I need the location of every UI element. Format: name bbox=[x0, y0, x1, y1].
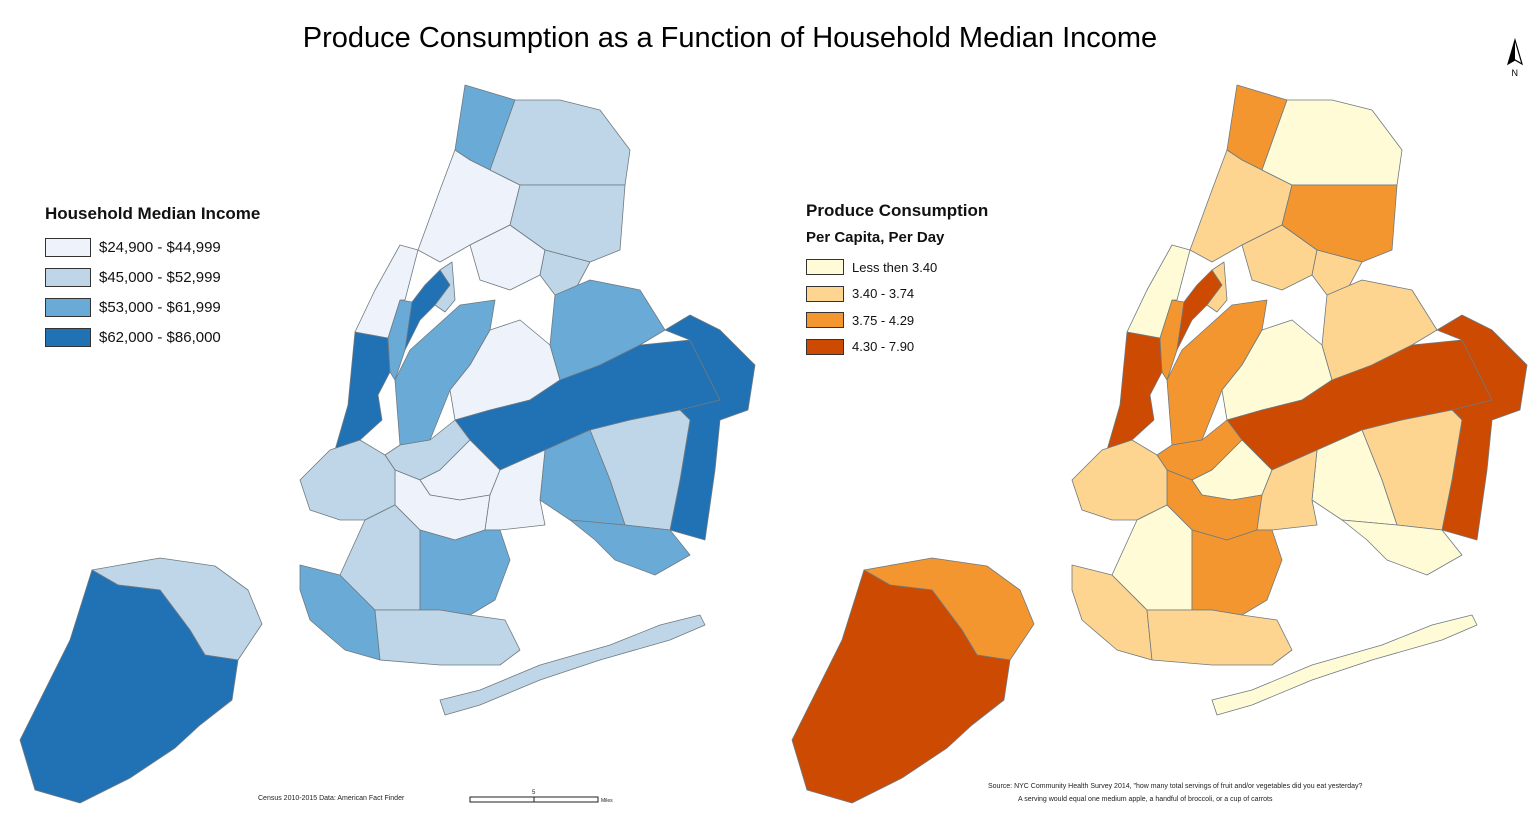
income-legend-label: $45,000 - $52,999 bbox=[99, 268, 221, 286]
district-bx-ne bbox=[1261, 99, 1403, 186]
district-bk-sc bbox=[374, 609, 521, 666]
district-bx-ne bbox=[489, 99, 631, 186]
produce-legend-label: 3.40 - 3.74 bbox=[852, 286, 915, 302]
produce-swatch-1 bbox=[806, 259, 844, 276]
produce-legend-item: Less then 3.40 bbox=[806, 254, 988, 281]
produce-legend-label: 4.30 - 7.90 bbox=[852, 339, 915, 355]
north-arrow-icon: N bbox=[1507, 38, 1523, 78]
income-legend-label: $53,000 - $61,999 bbox=[99, 298, 221, 316]
produce-legend: Produce Consumption Per Capita, Per Day … bbox=[806, 201, 988, 360]
north-label: N bbox=[1512, 68, 1519, 78]
district-rock bbox=[1211, 614, 1478, 716]
produce-swatch-3 bbox=[806, 312, 844, 329]
district-bk-w bbox=[299, 439, 396, 521]
left-source-note: Census 2010-2015 Data: American Fact Fin… bbox=[258, 795, 405, 802]
district-bk-se bbox=[1191, 529, 1283, 616]
income-legend-item: $62,000 - $86,000 bbox=[45, 322, 260, 352]
district-manh-nn bbox=[354, 244, 419, 339]
district-bx-s bbox=[1311, 249, 1363, 296]
district-si-s bbox=[791, 569, 1011, 804]
district-bx-e bbox=[509, 184, 626, 263]
district-bx-s bbox=[539, 249, 591, 296]
district-q-e bbox=[1436, 314, 1528, 541]
district-manh-n2 bbox=[1206, 261, 1228, 313]
produce-map bbox=[791, 84, 1528, 804]
income-map bbox=[19, 84, 756, 804]
district-bk-sc bbox=[1146, 609, 1293, 666]
district-si-s bbox=[19, 569, 239, 804]
district-q-sw bbox=[569, 519, 691, 576]
income-swatch-1 bbox=[45, 237, 91, 257]
district-rock bbox=[439, 614, 706, 716]
income-legend-item: $24,900 - $44,999 bbox=[45, 232, 260, 262]
district-bx-e bbox=[1281, 184, 1398, 263]
income-swatch-2 bbox=[45, 267, 91, 287]
income-legend: Household Median Income $24,900 - $44,99… bbox=[45, 204, 260, 352]
income-legend-label: $24,900 - $44,999 bbox=[99, 238, 221, 256]
produce-legend-item: 3.75 - 4.29 bbox=[806, 307, 988, 334]
right-source-line-2: A serving would equal one medium apple, … bbox=[1018, 796, 1273, 803]
produce-legend-title: Produce Consumption bbox=[806, 201, 989, 220]
district-q-nw bbox=[1166, 299, 1268, 446]
district-q-sw bbox=[1341, 519, 1463, 576]
income-legend-item: $53,000 - $61,999 bbox=[45, 292, 260, 322]
district-bk-se bbox=[419, 529, 511, 616]
district-bk-w bbox=[1071, 439, 1168, 521]
district-manh-n2 bbox=[434, 261, 456, 313]
produce-legend-subtitle: Per Capita, Per Day bbox=[806, 229, 945, 246]
map-title: Produce Consumption as a Function of Hou… bbox=[302, 22, 1158, 54]
income-legend-title: Household Median Income bbox=[45, 204, 261, 223]
scale-bar-unit: Miles bbox=[601, 798, 613, 804]
produce-legend-item: 3.40 - 3.74 bbox=[806, 281, 988, 308]
scale-bar: 5 Miles bbox=[469, 790, 613, 804]
district-manh-nn bbox=[1126, 244, 1191, 339]
income-swatch-4 bbox=[45, 327, 91, 347]
produce-swatch-4 bbox=[806, 338, 844, 355]
income-legend-item: $45,000 - $52,999 bbox=[45, 262, 260, 292]
produce-legend-label: 3.75 - 4.29 bbox=[852, 312, 915, 328]
produce-legend-item: 4.30 - 7.90 bbox=[806, 334, 988, 361]
district-q-e bbox=[664, 314, 756, 541]
income-legend-label: $62,000 - $86,000 bbox=[99, 328, 221, 346]
produce-legend-label: Less then 3.40 bbox=[852, 259, 938, 275]
district-q-nw bbox=[394, 299, 496, 446]
income-swatch-3 bbox=[45, 297, 91, 317]
district-manh-w bbox=[1106, 331, 1163, 451]
right-source-line-1: Source: NYC Community Health Survey 2014… bbox=[988, 783, 1363, 790]
district-manh-w bbox=[334, 331, 391, 451]
produce-swatch-2 bbox=[806, 285, 844, 302]
scale-bar-label: 5 bbox=[532, 790, 536, 796]
